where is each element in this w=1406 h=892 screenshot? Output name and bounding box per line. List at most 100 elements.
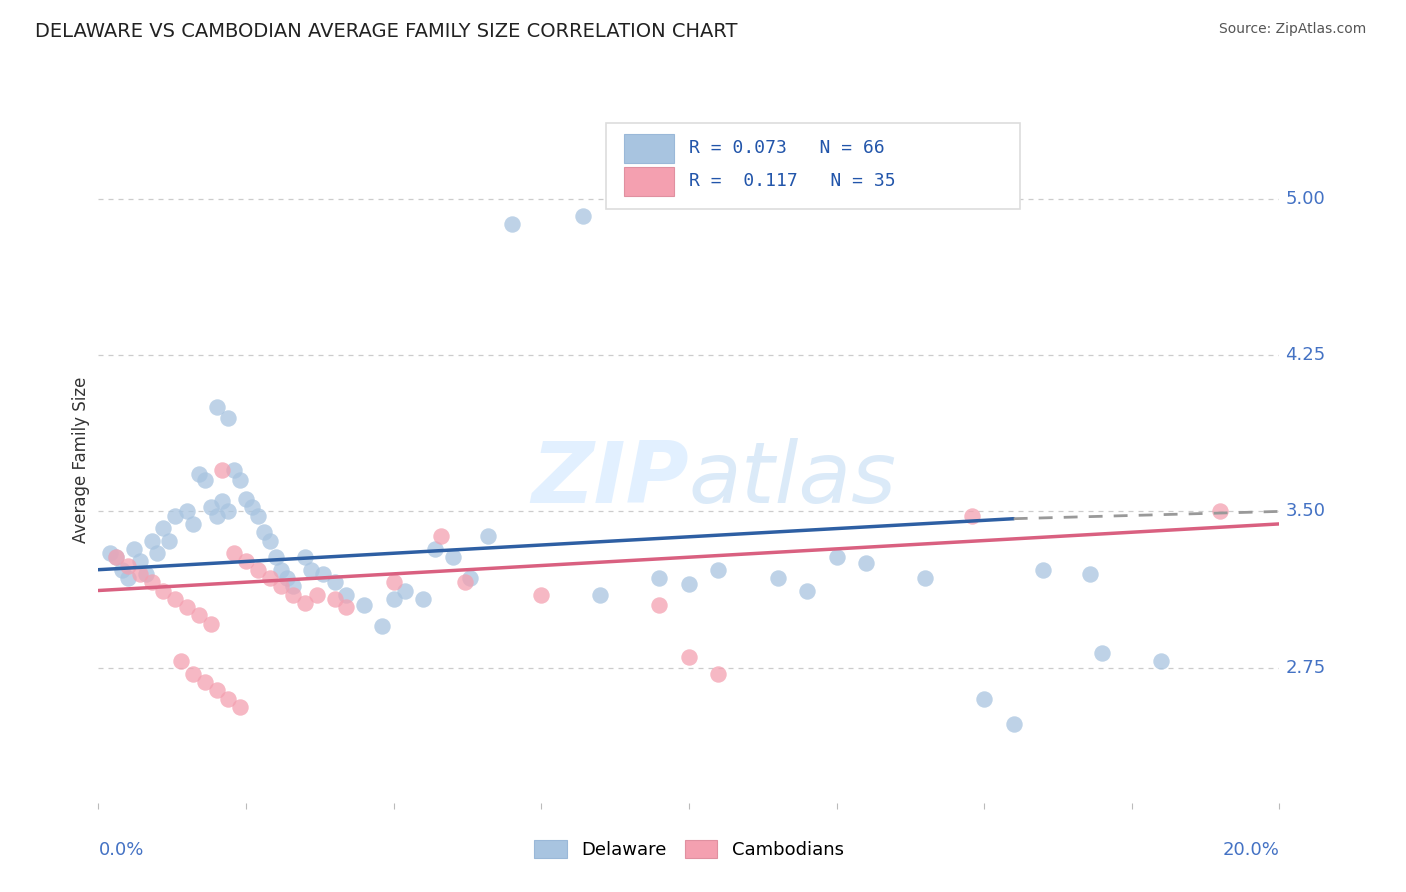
Point bbox=[217, 410, 239, 425]
Point bbox=[117, 571, 139, 585]
Point bbox=[412, 591, 434, 606]
Point bbox=[962, 508, 984, 523]
Point bbox=[678, 650, 700, 665]
Point bbox=[176, 504, 198, 518]
Point bbox=[229, 473, 252, 487]
Point bbox=[141, 533, 163, 548]
Point bbox=[117, 558, 139, 573]
Point bbox=[240, 500, 263, 515]
Point bbox=[294, 550, 316, 565]
Point bbox=[235, 554, 257, 568]
Point bbox=[270, 579, 292, 593]
Point bbox=[855, 557, 877, 571]
Point bbox=[128, 566, 150, 581]
Point bbox=[530, 588, 553, 602]
Point bbox=[382, 591, 405, 606]
Point bbox=[648, 598, 671, 612]
Point bbox=[176, 600, 198, 615]
Point bbox=[283, 579, 305, 593]
Point bbox=[217, 504, 239, 518]
Point bbox=[441, 550, 464, 565]
Legend: Delaware, Cambodians: Delaware, Cambodians bbox=[534, 839, 844, 859]
Point bbox=[707, 563, 730, 577]
Point bbox=[1209, 504, 1232, 518]
Point bbox=[105, 550, 128, 565]
Point bbox=[135, 566, 157, 581]
Point bbox=[211, 494, 233, 508]
Text: DELAWARE VS CAMBODIAN AVERAGE FAMILY SIZE CORRELATION CHART: DELAWARE VS CAMBODIAN AVERAGE FAMILY SIZ… bbox=[35, 22, 738, 41]
Point bbox=[105, 550, 128, 565]
Text: ZIP: ZIP bbox=[531, 439, 689, 522]
Point bbox=[194, 473, 217, 487]
Point bbox=[128, 554, 150, 568]
Y-axis label: Average Family Size: Average Family Size bbox=[72, 376, 90, 542]
Point bbox=[335, 588, 357, 602]
Point bbox=[394, 583, 416, 598]
Point bbox=[571, 209, 593, 223]
Text: Source: ZipAtlas.com: Source: ZipAtlas.com bbox=[1219, 22, 1367, 37]
Point bbox=[165, 591, 187, 606]
Text: R =  0.117   N = 35: R = 0.117 N = 35 bbox=[689, 172, 896, 190]
FancyBboxPatch shape bbox=[624, 134, 673, 162]
Point bbox=[170, 654, 193, 668]
Text: 5.00: 5.00 bbox=[1285, 190, 1324, 208]
Point bbox=[382, 575, 405, 590]
Point bbox=[141, 575, 163, 590]
Point bbox=[276, 571, 298, 585]
FancyBboxPatch shape bbox=[624, 167, 673, 195]
Point bbox=[270, 563, 292, 577]
Point bbox=[648, 571, 671, 585]
Point bbox=[194, 675, 217, 690]
Point bbox=[146, 546, 169, 560]
Point bbox=[152, 521, 174, 535]
Point bbox=[259, 533, 281, 548]
Point bbox=[294, 596, 316, 610]
Point bbox=[973, 691, 995, 706]
Point bbox=[246, 508, 269, 523]
Point bbox=[122, 541, 145, 556]
Point bbox=[589, 588, 612, 602]
Point bbox=[353, 598, 375, 612]
Point bbox=[1080, 566, 1102, 581]
Text: 2.75: 2.75 bbox=[1285, 658, 1326, 676]
Point bbox=[453, 575, 475, 590]
Point bbox=[371, 619, 394, 633]
Point bbox=[766, 571, 789, 585]
Point bbox=[264, 550, 287, 565]
Point bbox=[259, 571, 281, 585]
Point bbox=[796, 583, 818, 598]
Point bbox=[165, 508, 187, 523]
Point bbox=[305, 588, 328, 602]
Point bbox=[187, 608, 209, 623]
Point bbox=[157, 533, 180, 548]
Point bbox=[181, 516, 204, 531]
Point bbox=[205, 508, 228, 523]
Point bbox=[253, 525, 276, 540]
Point bbox=[200, 616, 222, 631]
Point bbox=[283, 588, 305, 602]
Point bbox=[1091, 646, 1114, 660]
Text: 3.50: 3.50 bbox=[1285, 502, 1326, 520]
Point bbox=[335, 600, 357, 615]
Text: 4.25: 4.25 bbox=[1285, 346, 1326, 364]
FancyBboxPatch shape bbox=[606, 123, 1019, 209]
Point bbox=[312, 566, 335, 581]
Text: R = 0.073   N = 66: R = 0.073 N = 66 bbox=[689, 139, 884, 157]
Point bbox=[423, 541, 446, 556]
Text: 0.0%: 0.0% bbox=[98, 840, 143, 859]
Point bbox=[914, 571, 936, 585]
Point bbox=[211, 463, 233, 477]
Text: 20.0%: 20.0% bbox=[1223, 840, 1279, 859]
Point bbox=[323, 591, 346, 606]
Point bbox=[430, 529, 453, 543]
Point bbox=[323, 575, 346, 590]
Point bbox=[205, 683, 228, 698]
Point bbox=[1032, 563, 1054, 577]
Point bbox=[707, 666, 730, 681]
Point bbox=[678, 577, 700, 591]
Text: atlas: atlas bbox=[689, 439, 897, 522]
Point bbox=[152, 583, 174, 598]
Point bbox=[501, 217, 523, 231]
Point bbox=[224, 546, 246, 560]
Point bbox=[825, 550, 848, 565]
